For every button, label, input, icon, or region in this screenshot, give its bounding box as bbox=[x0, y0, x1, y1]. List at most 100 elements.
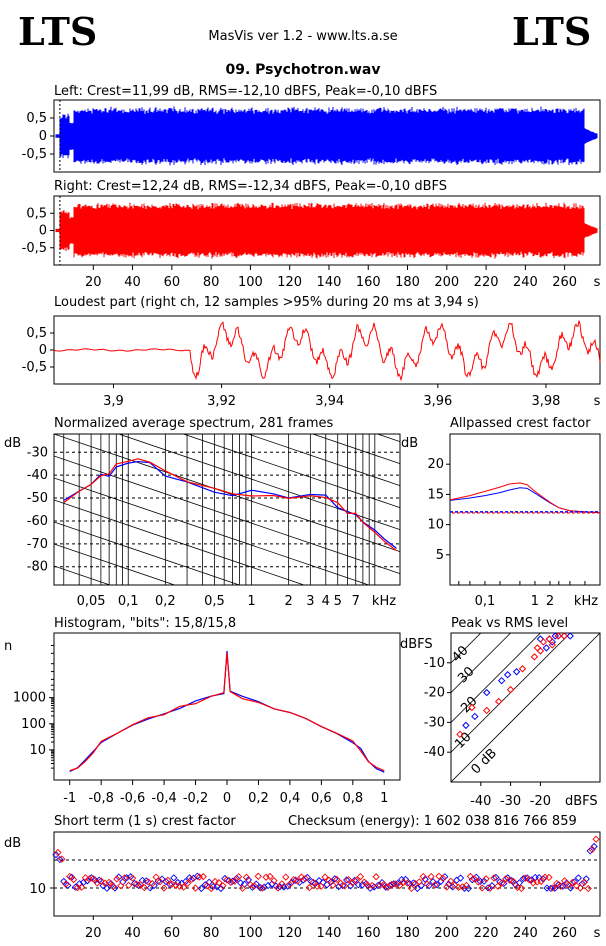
shortterm-xtick-label: 120 bbox=[277, 926, 302, 941]
time-tick-label: 200 bbox=[434, 275, 459, 290]
shortterm-point-right bbox=[447, 877, 455, 885]
shortterm-point-right bbox=[399, 878, 408, 886]
peak-rms-ytick-label: -20 bbox=[424, 686, 445, 701]
shortterm-xtick-label: 80 bbox=[203, 926, 220, 941]
histogram-xtick-label: -0,8 bbox=[88, 791, 113, 806]
histogram-xtick-label: 0,4 bbox=[280, 791, 301, 806]
histogram-series-right bbox=[69, 652, 385, 772]
shortterm-point-right bbox=[317, 882, 325, 890]
shortterm-point-right bbox=[376, 881, 384, 889]
shortterm-point-left bbox=[229, 877, 237, 885]
shortterm-point-left bbox=[64, 881, 72, 889]
shortterm-point-right bbox=[329, 881, 337, 889]
right-wave-waveform bbox=[55, 202, 598, 259]
shortterm-point-right bbox=[274, 884, 282, 892]
shortterm-point-right bbox=[62, 880, 70, 888]
shortterm-point-right bbox=[380, 880, 388, 889]
histogram-xtick-label: 0,6 bbox=[311, 791, 332, 806]
peak-rms-xlabel: dBFS bbox=[565, 794, 598, 809]
shortterm-point-right bbox=[592, 835, 600, 843]
shortterm-frame bbox=[53, 831, 601, 917]
spectrum-xtick-label: 0,2 bbox=[155, 594, 176, 609]
peak-rms-xtick-label: -40 bbox=[470, 794, 491, 809]
shortterm-point-right bbox=[392, 880, 400, 888]
peak-rms-point-right bbox=[545, 635, 554, 643]
shortterm-point-left bbox=[315, 876, 323, 885]
shortterm-point-right bbox=[109, 882, 117, 890]
loudest-ytick-label: 0,5 bbox=[26, 326, 47, 341]
shortterm-point-right bbox=[199, 872, 207, 881]
shortterm-point-left bbox=[327, 878, 335, 886]
peak-rms-point-left bbox=[471, 712, 479, 721]
shortterm-point-right bbox=[58, 855, 66, 863]
peak-rms-ytick-label: -40 bbox=[424, 745, 445, 760]
shortterm-point-right bbox=[337, 879, 345, 887]
spectrum-slope-line bbox=[54, 477, 370, 585]
shortterm-point-left bbox=[425, 881, 433, 890]
spectrum-slope-line bbox=[182, 434, 400, 509]
shortterm-point-right bbox=[168, 880, 176, 888]
shortterm-point-right bbox=[140, 884, 148, 892]
allpassed-xtick-label: 2 bbox=[546, 594, 554, 609]
file-title: 09. Psychotron.wav bbox=[225, 62, 380, 78]
shortterm-point-left bbox=[539, 875, 547, 883]
shortterm-xtick-label: 240 bbox=[513, 926, 538, 941]
spectrum-frame bbox=[53, 433, 401, 586]
allpassed-series-right bbox=[449, 482, 601, 514]
shortterm-point-left bbox=[559, 882, 567, 890]
shortterm-point-right bbox=[396, 881, 404, 890]
shortterm-point-right bbox=[521, 874, 530, 882]
shortterm-point-right bbox=[506, 876, 514, 884]
shortterm-point-right bbox=[117, 882, 125, 890]
shortterm-point-right bbox=[482, 875, 490, 883]
spectrum-ytick-label: -60 bbox=[27, 514, 48, 529]
shortterm-point-right bbox=[124, 881, 133, 889]
shortterm-point-left bbox=[492, 873, 500, 882]
shortterm-point-right bbox=[529, 879, 537, 887]
shortterm-point-right bbox=[525, 876, 533, 884]
histogram-xtick-label: 0,8 bbox=[342, 791, 363, 806]
shortterm-point-left bbox=[456, 874, 465, 882]
shortterm-ytick-label: 10 bbox=[29, 882, 46, 897]
shortterm-point-right bbox=[66, 872, 74, 881]
shortterm-point-right bbox=[344, 876, 353, 884]
peak-rms-point-left bbox=[503, 671, 512, 679]
spectrum-ytick-label: -80 bbox=[27, 560, 48, 575]
shortterm-point-left bbox=[339, 881, 347, 890]
peak-rms-title: Peak vs RMS level bbox=[451, 616, 568, 631]
peak-rms-point-right bbox=[560, 632, 568, 640]
spectrum-slope-line bbox=[246, 434, 400, 487]
peak-rms-point-right bbox=[536, 647, 545, 655]
shortterm-point-left bbox=[507, 876, 516, 885]
allpassed-ytick-label: 15 bbox=[427, 487, 444, 502]
shortterm-point-left bbox=[87, 874, 95, 882]
shortterm-point-left bbox=[500, 879, 508, 888]
shortterm-point-right bbox=[113, 875, 121, 883]
spectrum-unit-label: kHz bbox=[372, 594, 396, 609]
shortterm-point-left bbox=[60, 877, 68, 886]
histogram-ylabel: n bbox=[4, 639, 12, 654]
loudest-xtick-label: 3,98 bbox=[531, 394, 560, 409]
shortterm-point-left bbox=[119, 878, 127, 886]
time-tick-label: 260 bbox=[552, 275, 577, 290]
time-tick-label: 220 bbox=[474, 275, 499, 290]
shortterm-point-left bbox=[291, 876, 300, 884]
shortterm-point-right bbox=[356, 872, 365, 881]
shortterm-point-right bbox=[321, 873, 329, 881]
shortterm-point-left bbox=[586, 847, 594, 855]
shortterm-point-right bbox=[160, 884, 168, 892]
time-tick-label: 180 bbox=[395, 275, 420, 290]
shortterm-xtick-label: 260 bbox=[552, 926, 577, 941]
left-wave-ytick-label: 0 bbox=[39, 129, 47, 144]
shortterm-point-right bbox=[474, 878, 482, 886]
shortterm-point-right bbox=[176, 882, 184, 890]
shortterm-point-right bbox=[549, 884, 557, 892]
shortterm-point-left bbox=[233, 874, 241, 882]
shortterm-point-left bbox=[374, 881, 382, 890]
spectrum-slope-line bbox=[54, 434, 400, 553]
shortterm-point-right bbox=[77, 883, 86, 891]
peak-rms-point-right bbox=[456, 730, 464, 739]
shortterm-point-right bbox=[187, 875, 196, 883]
allpassed-ylabel: dB bbox=[401, 436, 418, 451]
shortterm-point-right bbox=[81, 874, 90, 882]
